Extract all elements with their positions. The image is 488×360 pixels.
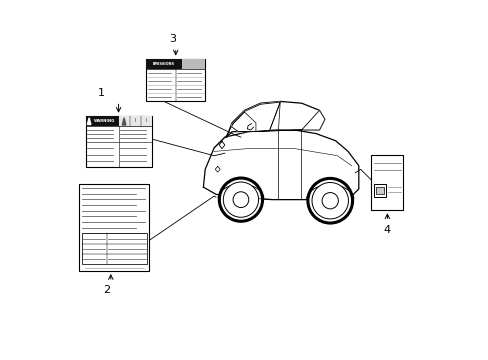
Bar [373, 184, 386, 197]
Text: EMISSIONS: EMISSIONS [153, 62, 175, 66]
Polygon shape [122, 118, 125, 125]
Polygon shape [203, 130, 358, 202]
Text: 1: 1 [97, 88, 104, 98]
Circle shape [233, 192, 248, 207]
Bar [181, 59, 205, 69]
Circle shape [311, 183, 348, 219]
Text: I: I [134, 118, 136, 123]
Bar [85, 116, 118, 126]
Polygon shape [231, 102, 280, 131]
Text: I: I [145, 118, 146, 123]
Text: WARNING: WARNING [93, 119, 115, 123]
Bar [370, 155, 403, 210]
Bar [82, 233, 146, 264]
Bar [118, 116, 151, 126]
Bar [146, 59, 181, 69]
Circle shape [223, 182, 258, 217]
Bar [80, 184, 149, 271]
Circle shape [322, 193, 338, 209]
Bar [146, 59, 205, 102]
Circle shape [220, 179, 261, 220]
Text: 4: 4 [382, 225, 389, 235]
Bar [375, 186, 383, 194]
Bar [85, 116, 151, 167]
Polygon shape [87, 118, 91, 125]
Polygon shape [226, 102, 324, 137]
Text: 3: 3 [168, 34, 176, 44]
Polygon shape [301, 111, 324, 130]
Circle shape [308, 179, 351, 222]
Text: 2: 2 [103, 285, 110, 296]
